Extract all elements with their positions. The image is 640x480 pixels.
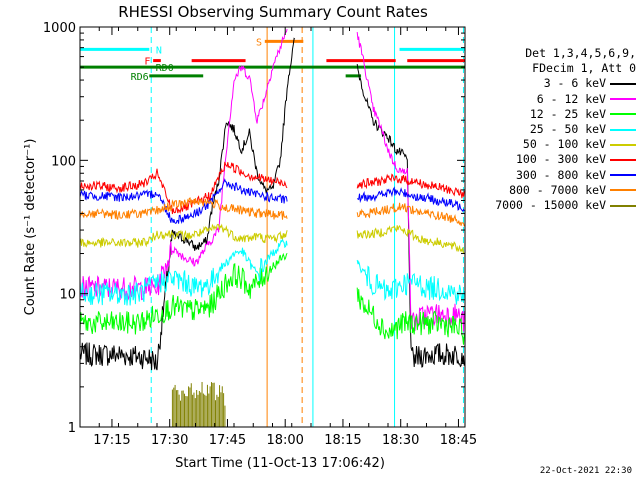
- legend-swatch: [610, 204, 636, 207]
- legend-label: 12 - 25 keV: [529, 106, 606, 121]
- flag-s: S: [256, 37, 304, 48]
- legend-entry-800-7000-kev: 800 - 7000 keV: [478, 183, 636, 198]
- legend-swatch: [610, 98, 636, 101]
- legend-label: 3 - 6 keV: [543, 76, 606, 91]
- x-axis-label: Start Time (11-Oct-13 17:06:42): [175, 456, 385, 471]
- legend-swatch: [610, 189, 636, 192]
- legend-label: 300 - 800 keV: [515, 167, 606, 182]
- y-axis-ticks: 1 10 100 1000: [43, 21, 465, 436]
- series-3-6-kev: [79, 37, 465, 371]
- y-tick-label: 10: [59, 288, 76, 303]
- legend: Det 1,3,4,5,6,9, FDecim 1, Att 0 3 - 6 k…: [478, 46, 636, 213]
- flag-rd6: RD6: [131, 72, 362, 83]
- y-axis-label: Count Rate (s⁻¹ detector⁻¹): [23, 139, 38, 316]
- legend-entry-300-800-kev: 300 - 800 keV: [478, 168, 636, 183]
- chart-title: RHESSI Observing Summary Count Rates: [118, 3, 428, 21]
- x-tick-label: 18:15: [324, 433, 361, 448]
- series-50-100-kev: [79, 223, 465, 254]
- x-tick-label: 17:30: [151, 433, 188, 448]
- y-tick-label: 1000: [43, 21, 76, 36]
- series-7000-15000-kev: [171, 381, 226, 427]
- legend-swatch: [610, 113, 636, 116]
- legend-swatch: [610, 159, 636, 162]
- series-300-800-kev: [79, 178, 465, 225]
- legend-label: 100 - 300 keV: [515, 152, 606, 167]
- legend-swatch: [610, 174, 636, 177]
- x-tick-label: 18:30: [382, 433, 419, 448]
- x-tick-label: 17:15: [93, 433, 130, 448]
- x-tick-label: 17:45: [209, 433, 246, 448]
- x-axis-ticks: 17:15 17:30 17:45 18:00 18:15 18:30 18:45: [79, 27, 477, 448]
- legend-entry-25-50-kev: 25 - 50 keV: [478, 122, 636, 137]
- series-12-25-kev: [79, 252, 465, 345]
- legend-label: 25 - 50 keV: [529, 122, 606, 137]
- series-lines: [79, 28, 465, 427]
- flag-label-f: F: [144, 57, 150, 68]
- timestamp: 22-Oct-2021 22:30: [539, 466, 632, 476]
- legend-label: 7000 - 15000 keV: [495, 198, 606, 213]
- flag-label-rd0: RD0: [156, 63, 174, 74]
- legend-swatch: [610, 128, 636, 131]
- legend-entries: 3 - 6 keV 6 - 12 keV 12 - 25 keV 25 - 50 ke…: [478, 76, 636, 213]
- legend-entry-7000-15000-kev: 7000 - 15000 keV: [478, 198, 636, 213]
- legend-header-line-1: Det 1,3,4,5,6,9,: [525, 46, 636, 60]
- legend-entry-3-6-kev: 3 - 6 keV: [478, 76, 636, 91]
- plot-background: [80, 27, 465, 427]
- flag-f: F: [144, 57, 465, 68]
- x-tick-label: 18:00: [266, 433, 303, 448]
- legend-entry-50-100-kev: 50 - 100 keV: [478, 137, 636, 152]
- legend-header-line-2: FDecim 1, Att 0: [532, 61, 636, 76]
- legend-entry-12-25-kev: 12 - 25 keV: [478, 107, 636, 122]
- series-25-50-kev: [79, 237, 465, 306]
- flag-label-n: N: [156, 45, 162, 56]
- legend-label: 800 - 7000 keV: [509, 182, 606, 197]
- flag-label-s: S: [256, 37, 262, 48]
- legend-swatch: [610, 143, 636, 146]
- y-tick-label: 100: [51, 154, 76, 169]
- series-800-7000-kev: [79, 197, 465, 227]
- legend-label: 6 - 12 keV: [536, 91, 606, 106]
- legend-entry-6-12-kev: 6 - 12 keV: [478, 92, 636, 107]
- flag-n: N: [80, 45, 465, 56]
- y-tick-label: 1: [68, 421, 76, 436]
- legend-entry-100-300-kev: 100 - 300 keV: [478, 152, 636, 167]
- legend-swatch: [610, 83, 636, 85]
- flag-label-rd6: RD6: [131, 72, 149, 83]
- x-tick-label: 18:45: [440, 433, 477, 448]
- legend-label: 50 - 100 keV: [522, 137, 606, 152]
